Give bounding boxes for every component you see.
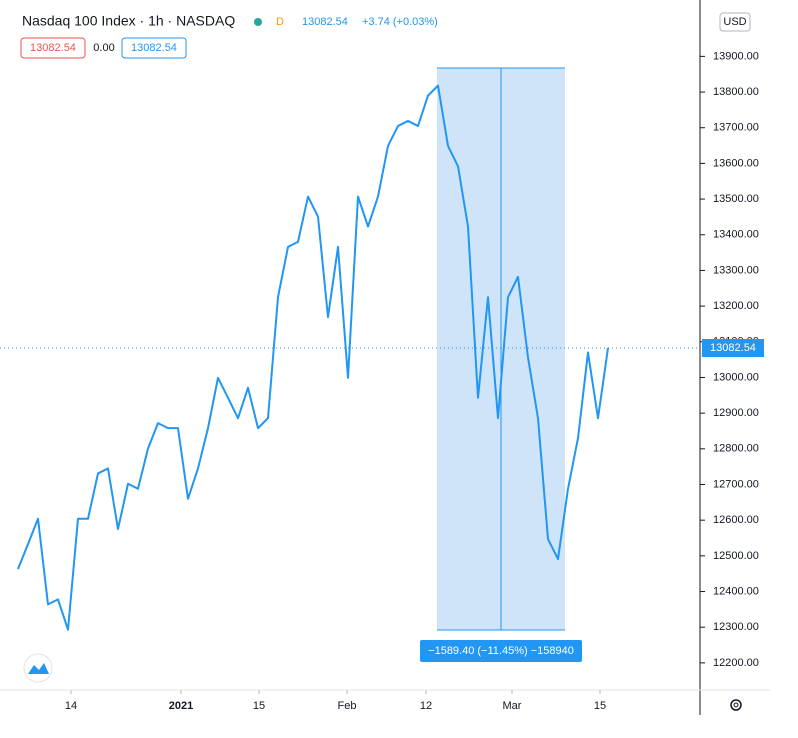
y-tick-label: 12600.00 [713, 514, 759, 526]
measure-label: −1589.40 (−11.45%) −158940 [428, 645, 574, 657]
price-label: 13082.54 [710, 342, 756, 354]
y-tick-label: 12800.00 [713, 443, 759, 455]
change: +3.74 (+0.03%) [362, 16, 438, 28]
price-line [17, 84, 609, 631]
y-tick-label: 13400.00 [713, 229, 759, 241]
y-tick-label: 13900.00 [713, 50, 759, 62]
badge: 0.00 [93, 42, 114, 54]
y-tick-label: 12900.00 [713, 407, 759, 419]
y-tick-label: 13300.00 [713, 264, 759, 276]
x-tick-label: 15 [253, 700, 265, 712]
price-label-box [702, 339, 764, 358]
y-tick-label: 13500.00 [713, 193, 759, 205]
badge-box [20, 37, 86, 59]
x-tick-label: 12 [420, 700, 432, 712]
y-tick-label: 12700.00 [713, 478, 759, 490]
y-tick-label: 12400.00 [713, 585, 759, 597]
currency-box[interactable] [719, 12, 751, 32]
y-tick-label: 12500.00 [713, 550, 759, 562]
currency[interactable]: USD [723, 16, 746, 28]
x-tick-label: Feb [338, 700, 357, 712]
y-tick-label: 13200.00 [713, 300, 759, 312]
y-tick-label: 13600.00 [713, 157, 759, 169]
settings-icon[interactable] [730, 699, 742, 711]
last-price: 13082.54 [302, 16, 348, 28]
x-tick-label: Mar [503, 700, 522, 712]
y-tick-label: 13800.00 [713, 86, 759, 98]
badge: 13082.54 [30, 42, 76, 54]
badge-box [121, 37, 187, 59]
x-tick-label: 15 [594, 700, 606, 712]
x-tick-label: 2021 [169, 700, 193, 712]
y-tick-label: 13700.00 [713, 122, 759, 134]
x-tick-label: 14 [65, 700, 77, 712]
y-tick-label: 12300.00 [713, 621, 759, 633]
badge: 13082.54 [131, 42, 177, 54]
logo[interactable] [23, 653, 53, 683]
status-dot [254, 18, 262, 26]
chart-title: Nasdaq 100 Index · 1h · NASDAQ [22, 13, 235, 29]
y-tick-label: 13000.00 [713, 371, 759, 383]
y-tick-label: 12200.00 [713, 657, 759, 669]
interval-badge: D [276, 16, 284, 28]
measure-label-box [420, 640, 582, 662]
